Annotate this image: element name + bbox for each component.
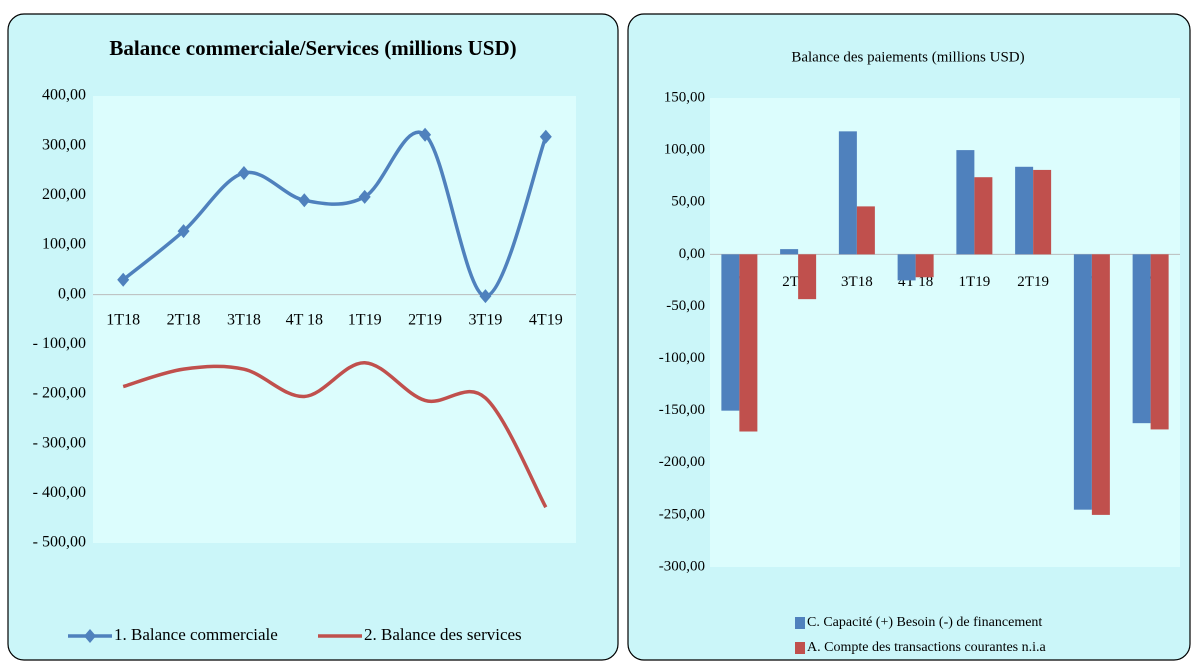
marker <box>117 272 130 287</box>
legend-label: C. Capacité (+) Besoin (-) de financemen… <box>807 615 1042 630</box>
y-tick-label: - 200,00 <box>33 385 86 402</box>
y-tick-label: 0,00 <box>679 246 705 262</box>
x-tick-label: 2T19 <box>408 311 442 328</box>
y-tick-label: - 100,00 <box>33 335 86 352</box>
bar <box>798 254 817 300</box>
bar <box>856 206 875 255</box>
y-tick-label: -150,00 <box>659 402 705 418</box>
y-tick-label: -50,00 <box>666 298 705 314</box>
marker <box>177 224 190 239</box>
bar <box>739 254 758 432</box>
y-tick-label: -100,00 <box>659 350 705 366</box>
x-tick-label: 4T19 <box>529 311 563 328</box>
y-tick-label: - 300,00 <box>33 434 86 451</box>
x-tick-label: 2T19 <box>1017 274 1049 290</box>
y-tick-label: 150,00 <box>664 89 705 105</box>
x-tick-label: 3T19 <box>469 311 503 328</box>
plot-area <box>93 96 576 543</box>
y-tick-label: 0,00 <box>58 285 86 302</box>
chart-title: Balance des paiements (millions USD) <box>791 49 1024 65</box>
bar <box>974 177 993 255</box>
x-tick-label: 4T 18 <box>286 311 323 328</box>
bar <box>1073 254 1092 510</box>
bar <box>897 254 916 281</box>
bar <box>956 150 975 255</box>
y-tick-label: - 400,00 <box>33 484 86 501</box>
legend-swatch <box>795 642 805 654</box>
x-tick-label: 3T18 <box>841 274 873 290</box>
marker <box>358 189 371 204</box>
line <box>122 360 548 509</box>
y-tick-label: 100,00 <box>42 236 86 253</box>
x-tick-label: 2T18 <box>167 311 201 328</box>
chart-title: Balance commerciale/Services (millions U… <box>109 36 516 60</box>
legend-marker <box>84 629 96 643</box>
marker <box>479 289 492 304</box>
y-tick-label: - 500,00 <box>33 534 86 551</box>
legend-label: 1. Balance commerciale <box>114 625 278 644</box>
bar <box>1150 254 1169 430</box>
y-tick-label: 400,00 <box>42 87 86 104</box>
y-tick-label: 100,00 <box>664 142 705 158</box>
y-tick-label: -300,00 <box>659 558 705 574</box>
y-tick-label: 300,00 <box>42 136 86 153</box>
y-tick-label: -200,00 <box>659 454 705 470</box>
legend-label: A. Compte des transactions courantes n.i… <box>807 640 1047 655</box>
marker <box>298 193 311 208</box>
bar <box>838 131 857 255</box>
y-tick-label: 200,00 <box>42 186 86 203</box>
x-tick-label: 1T19 <box>959 274 991 290</box>
bar <box>780 249 799 255</box>
bar <box>1091 254 1110 515</box>
bar <box>1015 166 1034 255</box>
marker <box>237 165 250 180</box>
x-tick-label: 3T18 <box>227 311 261 328</box>
x-tick-label: 1T18 <box>106 311 140 328</box>
bar <box>1033 169 1052 255</box>
marker <box>419 127 432 142</box>
y-tick-label: 50,00 <box>671 194 705 210</box>
bar <box>1132 254 1151 424</box>
marker <box>539 129 552 144</box>
y-tick-label: -250,00 <box>659 506 705 522</box>
legend-swatch <box>795 617 805 629</box>
legend-label: 2. Balance des services <box>364 625 522 644</box>
bar <box>915 254 934 278</box>
bar <box>721 254 740 411</box>
x-tick-label: 1T19 <box>348 311 382 328</box>
